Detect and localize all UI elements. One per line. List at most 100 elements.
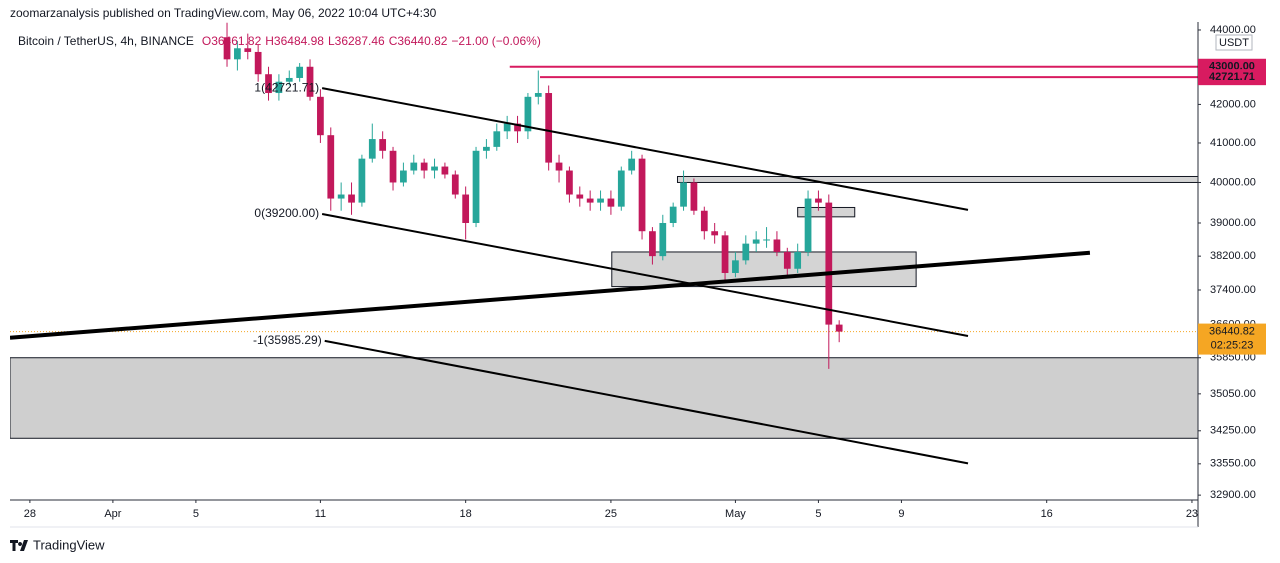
- footer: TradingView: [33, 537, 105, 552]
- fib-label: 0(39200.00): [254, 206, 319, 220]
- y-tick-label: 40000.00: [1210, 176, 1256, 188]
- candle-body: [223, 37, 231, 60]
- candle-body: [234, 48, 241, 60]
- candle-body: [628, 158, 636, 171]
- zone: [9, 357, 1199, 439]
- candle-body: [576, 194, 584, 199]
- candle-body: [265, 74, 272, 94]
- symbol: Bitcoin / TetherUS, 4h, BINANCE: [18, 34, 194, 48]
- candle-body: [534, 93, 542, 97]
- candle-body: [244, 48, 252, 52]
- last-price-label: 36440.82: [1209, 325, 1255, 337]
- candle-body: [835, 324, 843, 332]
- candle-body: [711, 231, 719, 236]
- y-tick-label: 35850.00: [1210, 352, 1256, 364]
- left-margin: [0, 22, 10, 527]
- y-tick-label: 35050.00: [1210, 388, 1256, 400]
- candle-body: [400, 170, 407, 183]
- candle-body: [451, 174, 459, 195]
- candle-body: [794, 251, 802, 269]
- x-tick-label: 23: [1186, 508, 1198, 520]
- candle-body: [327, 135, 335, 199]
- candle-body: [441, 166, 449, 175]
- candle-body: [825, 202, 833, 325]
- x-tick-label: 18: [460, 508, 472, 520]
- candle-body: [493, 131, 501, 147]
- ohlc-value: L36287.46: [328, 34, 385, 48]
- x-tick-label: 5: [193, 508, 199, 520]
- y-tick-label: 37400.00: [1210, 284, 1256, 296]
- fib-label: -1(35985.29): [253, 333, 322, 347]
- candle-body: [317, 96, 324, 136]
- candle-body: [254, 51, 262, 75]
- candle-body: [597, 198, 604, 203]
- candle-body: [306, 66, 314, 97]
- ohlc-value: C36440.82: [389, 34, 448, 48]
- candle-body: [483, 146, 490, 151]
- candle-body: [358, 158, 366, 203]
- candle-body: [379, 139, 387, 151]
- price-badge-label: 42721.71: [1209, 71, 1255, 83]
- candle-body: [815, 198, 822, 203]
- trendline: [9, 250, 1091, 340]
- candle-body: [721, 235, 729, 273]
- candle-body: [555, 162, 563, 171]
- candle-body: [514, 123, 521, 132]
- candle-body: [752, 239, 760, 244]
- candle-body: [783, 251, 791, 269]
- y-tick-label: 32900.00: [1210, 489, 1256, 501]
- trendline: [324, 339, 969, 465]
- x-tick-label: 11: [315, 508, 326, 520]
- candle-body: [649, 231, 656, 257]
- trendline: [321, 87, 969, 211]
- ohlc-value: O36461.82: [202, 34, 262, 48]
- candle-body: [700, 210, 708, 232]
- candle-body: [659, 222, 667, 257]
- y-tick-label: 41000.00: [1210, 137, 1256, 149]
- y-tick-label: 44000.00: [1210, 24, 1256, 36]
- last-price-badge: [1198, 323, 1266, 355]
- candle-body: [617, 170, 625, 207]
- price-axis: 44000.00 42000.00 41000.00 40000.00 39000.00…: [1198, 24, 1266, 501]
- header: zoomarzanalysis published on TradingView…: [10, 6, 437, 20]
- time-axis: 28 Apr 5 11 18 25 May 5 9 16 23: [24, 500, 1198, 520]
- x-tick-label: Apr: [104, 508, 121, 520]
- plot: 1(42721.71) 0(39200.00) -1(35985.29): [9, 22, 1199, 465]
- trendline: [321, 213, 969, 337]
- y-tick-label: 42000.00: [1210, 98, 1256, 110]
- candle-body: [420, 162, 428, 171]
- candle-body: [275, 81, 283, 94]
- countdown: 02:25:23: [1211, 339, 1254, 351]
- fib-label: 1(42721.71): [254, 80, 319, 94]
- price-badge: [1198, 69, 1266, 86]
- candle-body: [773, 239, 781, 252]
- candle-body: [348, 194, 355, 203]
- price-axis-bg: [1199, 22, 1280, 527]
- currency-box: [1215, 34, 1253, 51]
- candle-body: [680, 182, 687, 207]
- candle-body: [462, 194, 470, 223]
- candle-body: [337, 194, 345, 199]
- candle-body: [638, 158, 646, 232]
- x-tick-label: 9: [898, 508, 904, 520]
- x-tick-label: 16: [1041, 508, 1053, 520]
- x-tick-label: 28: [24, 508, 36, 520]
- ohlc-value: H36484.98: [265, 34, 324, 48]
- candle-body: [389, 150, 397, 183]
- candle-body: [804, 198, 812, 252]
- candle-body: [586, 198, 594, 203]
- y-tick-label: 39000.00: [1210, 217, 1256, 229]
- legend-text: Bitcoin / TetherUS, 4h, BINANCE O36461.82…: [18, 34, 541, 48]
- candle-body: [285, 77, 293, 82]
- candle-body: [524, 96, 532, 132]
- legend: Bitcoin / TetherUS, 4h, BINANCE O36461.82…: [18, 34, 541, 48]
- candle-body: [431, 166, 438, 171]
- candle-body: [410, 162, 418, 171]
- y-tick-label: 33550.00: [1210, 458, 1256, 470]
- zone: [676, 175, 1199, 183]
- candle-body: [545, 93, 553, 163]
- y-tick-label: 34250.00: [1210, 425, 1256, 437]
- candle-body: [296, 66, 304, 78]
- candle-body: [607, 198, 615, 207]
